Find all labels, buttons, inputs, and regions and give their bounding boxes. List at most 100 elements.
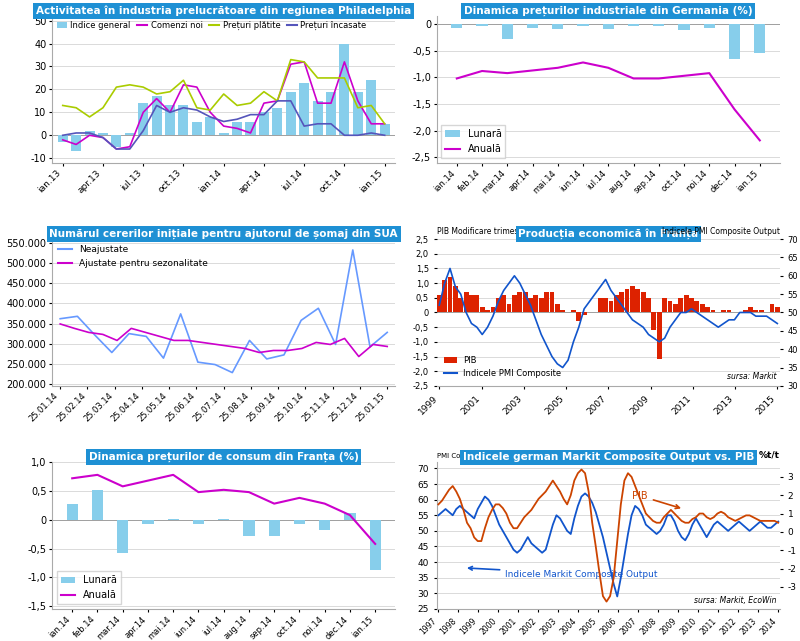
Bar <box>193 520 204 524</box>
Bar <box>111 135 122 147</box>
Bar <box>578 24 589 26</box>
Bar <box>272 108 282 135</box>
Bar <box>506 304 511 313</box>
Bar <box>206 117 215 135</box>
Bar <box>646 298 651 313</box>
Bar <box>726 310 731 313</box>
Bar <box>117 520 128 553</box>
Bar <box>92 490 103 520</box>
Bar <box>286 92 296 135</box>
Bar <box>722 310 726 313</box>
Bar <box>582 313 586 315</box>
Bar <box>326 92 336 135</box>
Bar <box>560 310 565 313</box>
Bar <box>657 313 662 360</box>
Text: Numărul cererilor inițiale pentru ajutorul de șomaj din SUA: Numărul cererilor inițiale pentru ajutor… <box>50 229 398 239</box>
Legend: Lunară, Anuală: Lunară, Anuală <box>442 125 506 158</box>
Bar <box>598 298 602 313</box>
Bar <box>299 83 310 135</box>
Bar <box>667 301 673 313</box>
Bar <box>625 289 630 313</box>
Bar <box>370 520 381 570</box>
Bar <box>704 24 715 28</box>
Text: Dinamica prețurilor industriale din Germania (%): Dinamica prețurilor industriale din Germ… <box>464 6 753 16</box>
Bar <box>759 310 764 313</box>
Bar <box>232 122 242 135</box>
Legend: Indice general, Comenzi noi, Prețuri plătite, Prețuri încasate: Indice general, Comenzi noi, Prețuri plă… <box>54 18 370 33</box>
Bar <box>66 504 78 520</box>
Bar <box>366 80 376 135</box>
Bar <box>628 24 639 26</box>
Legend: Lunară, Anuală: Lunară, Anuală <box>57 571 121 604</box>
Bar <box>480 306 485 313</box>
Bar <box>576 313 582 321</box>
Bar <box>552 24 563 29</box>
Bar <box>635 289 640 313</box>
Text: Activitatea în industria prelucrătoare din regiunea Philadelphia: Activitatea în industria prelucrătoare d… <box>36 6 411 16</box>
Bar <box>165 106 175 135</box>
Bar <box>603 298 608 313</box>
Bar <box>453 286 458 313</box>
Bar <box>142 520 154 524</box>
Bar <box>192 122 202 135</box>
Bar <box>651 313 656 330</box>
Text: sursa: Markit: sursa: Markit <box>727 372 777 381</box>
Bar <box>555 304 560 313</box>
Bar <box>528 298 533 313</box>
Bar <box>619 292 624 313</box>
Bar <box>673 304 678 313</box>
Bar <box>742 310 747 313</box>
Bar <box>518 292 522 313</box>
Bar <box>451 24 462 28</box>
Text: PMI Composite Output, sa (50 – fără schimbare): PMI Composite Output, sa (50 – fără schi… <box>437 453 604 459</box>
Bar <box>125 133 135 135</box>
Bar <box>770 304 774 313</box>
Bar <box>571 310 576 313</box>
Bar <box>98 133 108 135</box>
Bar <box>167 519 179 520</box>
Bar <box>269 520 280 536</box>
Bar <box>694 301 699 313</box>
Bar <box>700 304 705 313</box>
Bar <box>710 310 715 313</box>
Bar <box>729 24 740 59</box>
Bar <box>151 96 162 135</box>
Bar <box>353 92 363 135</box>
Text: Indicele Markit Composite Output: Indicele Markit Composite Output <box>469 567 658 579</box>
Bar <box>85 131 94 135</box>
Legend: Neajustate, Ajustate pentru sezonalitate: Neajustate, Ajustate pentru sezonalitate <box>54 242 211 272</box>
Text: %t/t: %t/t <box>759 450 780 459</box>
Bar <box>339 44 350 135</box>
Bar <box>246 122 255 135</box>
Bar <box>754 310 758 313</box>
Bar <box>502 24 513 39</box>
Text: Dinamica prețurilor de consum din Franța (%): Dinamica prețurilor de consum din Franța… <box>89 452 358 462</box>
Bar <box>653 24 665 26</box>
Bar <box>344 513 356 520</box>
Bar <box>550 292 554 313</box>
Bar <box>496 298 501 313</box>
Bar <box>442 280 447 313</box>
Bar <box>522 292 527 313</box>
Bar <box>534 295 538 313</box>
Bar <box>313 101 322 135</box>
Bar <box>678 24 690 30</box>
Bar <box>544 292 549 313</box>
Bar <box>485 310 490 313</box>
Bar <box>138 103 148 135</box>
Bar <box>614 295 618 313</box>
Bar <box>490 306 495 313</box>
Bar <box>476 24 488 26</box>
Bar <box>748 306 753 313</box>
Bar <box>602 24 614 29</box>
Bar <box>437 295 442 313</box>
Bar <box>71 135 81 151</box>
Bar <box>469 295 474 313</box>
Bar <box>502 295 506 313</box>
Legend: PIB, Indicele PMI Composite: PIB, Indicele PMI Composite <box>441 353 565 381</box>
Bar <box>678 298 683 313</box>
Text: sursa: Markit, EcoWin: sursa: Markit, EcoWin <box>694 595 777 604</box>
Bar <box>689 298 694 313</box>
Bar <box>641 292 646 313</box>
Bar <box>662 298 667 313</box>
